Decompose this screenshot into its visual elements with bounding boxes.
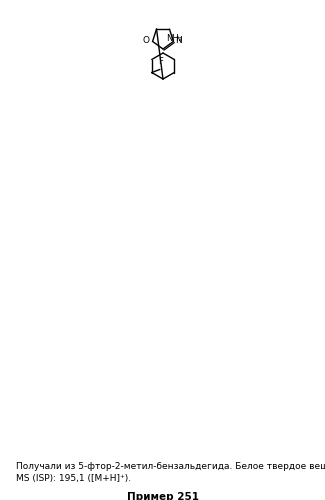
Text: F: F bbox=[159, 57, 163, 66]
Text: MS (ISP): 195,1 ([M+H]⁺).: MS (ISP): 195,1 ([M+H]⁺). bbox=[16, 474, 131, 483]
Text: NH₂: NH₂ bbox=[166, 34, 182, 43]
Text: Пример 251: Пример 251 bbox=[127, 492, 199, 500]
Text: O: O bbox=[143, 36, 150, 45]
Text: N: N bbox=[176, 36, 182, 45]
Text: Получали из 5-фтор-2-метил-бензальдегида. Белое твердое вещество.: Получали из 5-фтор-2-метил-бензальдегида… bbox=[16, 462, 325, 471]
